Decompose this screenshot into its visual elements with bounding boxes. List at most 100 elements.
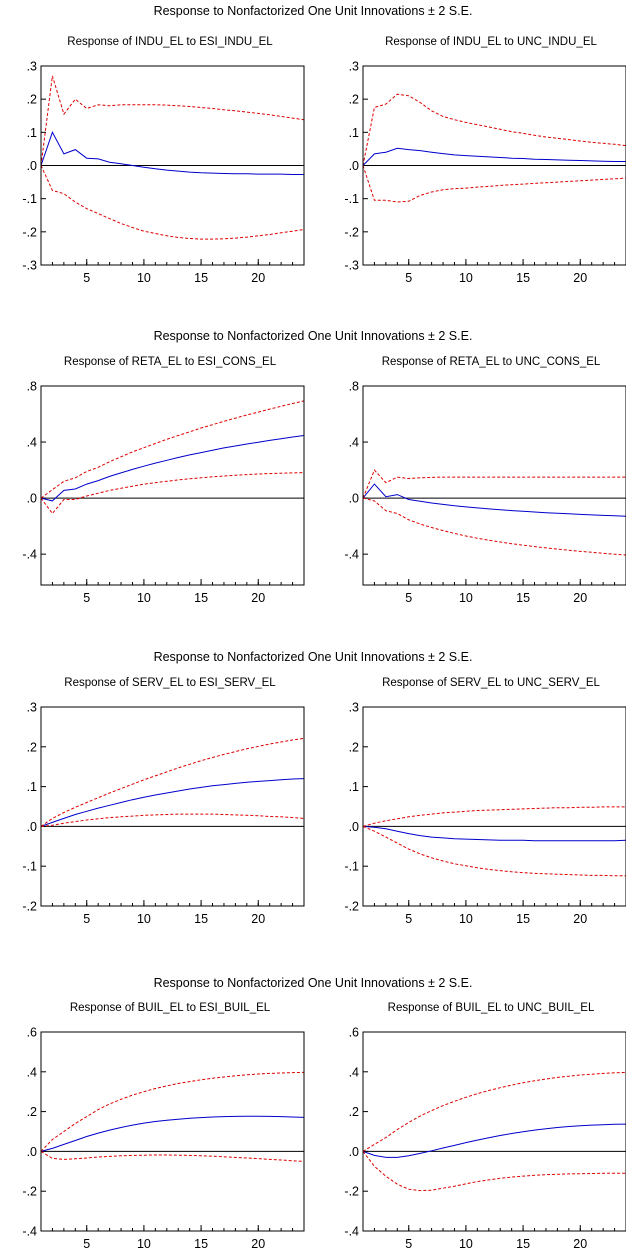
series-upper	[40, 75, 305, 166]
x-tick-label: 15	[516, 271, 530, 285]
series-response	[40, 1115, 305, 1152]
panel-title-1: Response of INDU_EL to ESI_INDU_EL	[67, 36, 273, 48]
y-tick-label: -.4	[344, 548, 359, 562]
chart-panel-2: -.3 -.2 -.1 .0 .1 .2 .3 5 10 15 20	[344, 60, 626, 285]
x-tick-label: 10	[137, 591, 151, 605]
y-tick-label: -.2	[344, 900, 359, 914]
chart-panel-6: -.2 -.1 .0 .1 .2 .3 5 10 15 20	[344, 701, 626, 926]
series-lower	[362, 825, 626, 877]
y-tick-label: -.1	[22, 192, 37, 206]
panel-title-2: Response of INDU_EL to UNC_INDU_EL	[385, 36, 597, 48]
chart-panel-3: -.4 .0 .4 .8 5 10 15 20	[22, 380, 305, 605]
x-tick-label: 5	[405, 1237, 412, 1251]
x-tick-label: 20	[573, 1237, 587, 1251]
y-tick-label: .2	[349, 93, 359, 107]
y-tick-label: .2	[27, 93, 37, 107]
plot-frame	[40, 1031, 305, 1232]
x-tick-label: 15	[194, 912, 208, 926]
y-tick-label: .6	[349, 1026, 359, 1040]
chart-panel-1: -.3 -.2 -.1 .0 .1 .2 .3 5 10 15 20	[22, 60, 305, 285]
plot-frame	[40, 65, 305, 266]
chart-panel-7: -.4 -.2 .0 .2 .4 .6 5 10 15 20	[22, 1026, 305, 1251]
plot-frame	[362, 65, 626, 266]
x-tick-label: 5	[83, 591, 90, 605]
group-title-3: Response to Nonfactorized One Unit Innov…	[153, 650, 473, 664]
y-tick-label: .1	[27, 126, 37, 140]
y-tick-label: .8	[349, 380, 359, 394]
y-tick-label: .4	[349, 436, 359, 450]
x-tick-label: 10	[459, 591, 473, 605]
y-tick-label: .0	[349, 820, 359, 834]
chart-panel-4: -.4 .0 .4 .8 5 10 15 20	[344, 380, 626, 605]
y-tick-label: .3	[27, 60, 37, 74]
y-tick-label: .0	[27, 492, 37, 506]
x-tick-label: 20	[573, 912, 587, 926]
y-tick-label: .1	[349, 780, 359, 794]
series-response	[362, 1123, 626, 1158]
group-title-4: Response to Nonfactorized One Unit Innov…	[153, 976, 473, 990]
plot-frame	[362, 1031, 626, 1232]
series-lower	[40, 472, 305, 515]
x-tick-label: 10	[137, 912, 151, 926]
group-title-1: Response to Nonfactorized One Unit Innov…	[153, 4, 473, 18]
chart-panel-8: -.4 -.2 .0 .2 .4 .6 5 10 15 20	[344, 1026, 626, 1251]
series-response	[362, 483, 626, 517]
panel-title-5: Response of SERV_EL to ESI_SERV_EL	[64, 677, 276, 689]
series-upper	[40, 400, 305, 499]
series-response	[362, 147, 626, 166]
y-tick-label: .6	[27, 1026, 37, 1040]
series-lower	[362, 497, 626, 556]
x-tick-label: 10	[459, 271, 473, 285]
y-tick-label: .0	[349, 159, 359, 173]
x-tick-label: 10	[459, 1237, 473, 1251]
y-tick-label: -.4	[344, 1225, 359, 1239]
y-tick-label: .4	[27, 1065, 37, 1079]
series-response	[40, 435, 305, 502]
y-tick-label: .8	[27, 380, 37, 394]
x-tick-label: 15	[516, 912, 530, 926]
x-tick-label: 10	[459, 912, 473, 926]
panel-title-7: Response of BUIL_EL to ESI_BUIL_EL	[69, 1002, 271, 1014]
series-upper	[362, 806, 626, 827]
y-tick-label: .3	[27, 701, 37, 715]
x-tick-label: 5	[405, 271, 412, 285]
x-tick-label: 5	[405, 591, 412, 605]
series-lower	[362, 1151, 626, 1192]
x-tick-label: 20	[251, 271, 265, 285]
x-tick-label: 15	[194, 591, 208, 605]
y-tick-label: .1	[349, 126, 359, 140]
y-tick-label: -.2	[344, 225, 359, 239]
y-tick-label: -.4	[22, 548, 37, 562]
series-response	[40, 131, 304, 175]
series-response	[362, 825, 626, 842]
x-tick-label: 5	[83, 912, 90, 926]
series-response	[40, 778, 305, 827]
y-tick-label: -.1	[344, 192, 359, 206]
y-tick-label: -.2	[22, 1185, 37, 1199]
series-lower	[362, 165, 626, 203]
x-tick-label: 15	[516, 1237, 530, 1251]
x-tick-label: 15	[194, 271, 208, 285]
x-tick-label: 5	[83, 271, 90, 285]
y-tick-label: .4	[27, 436, 37, 450]
x-tick-label: 10	[137, 271, 151, 285]
y-tick-label: .0	[27, 159, 37, 173]
y-tick-label: .0	[349, 492, 359, 506]
y-tick-label: -.3	[344, 259, 359, 273]
y-tick-label: .1	[27, 780, 37, 794]
x-tick-label: 20	[573, 591, 587, 605]
x-tick-label: 20	[251, 591, 265, 605]
x-tick-label: 20	[251, 1237, 265, 1251]
group-title-2: Response to Nonfactorized One Unit Innov…	[153, 329, 473, 343]
y-tick-label: .2	[27, 740, 37, 754]
x-tick-label: 15	[516, 591, 530, 605]
plot-frame	[40, 385, 305, 586]
panel-title-6: Response of SERV_EL to UNC_SERV_EL	[382, 677, 600, 689]
series-upper	[362, 1071, 626, 1152]
x-tick-label: 20	[251, 912, 265, 926]
panel-title-3: Response of RETA_EL to ESI_CONS_EL	[63, 356, 277, 368]
series-lower	[40, 165, 305, 240]
x-tick-label: 20	[573, 271, 587, 285]
plot-frame	[40, 706, 305, 907]
